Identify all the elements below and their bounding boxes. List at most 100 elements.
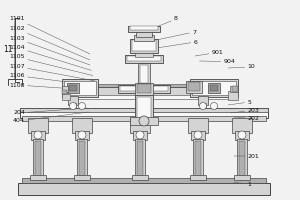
Bar (28, 118, 48, 133)
Bar (62, 86, 68, 92)
Bar (77, 139, 87, 178)
Text: 904: 904 (200, 59, 236, 64)
Text: 1101: 1101 (9, 17, 90, 54)
Bar (64, 84, 236, 87)
Text: 1102: 1102 (9, 26, 90, 60)
Bar (188, 82, 200, 91)
Bar (133, 131, 147, 140)
Bar (135, 53, 153, 57)
Text: 404: 404 (13, 112, 88, 123)
Text: 11: 11 (3, 46, 13, 54)
Bar (20, 108, 268, 118)
Bar (20, 108, 268, 112)
Bar (118, 85, 170, 93)
Bar (232, 118, 252, 133)
Bar (134, 35, 154, 41)
Bar (190, 79, 238, 97)
Bar (186, 81, 202, 93)
Bar (210, 85, 218, 91)
Circle shape (70, 102, 76, 110)
Bar (190, 175, 206, 180)
Bar (132, 40, 156, 51)
Bar (74, 175, 90, 180)
Bar (235, 131, 249, 140)
Bar (237, 139, 247, 178)
Bar (140, 65, 148, 83)
Text: 8: 8 (144, 17, 178, 32)
Text: 1: 1 (234, 182, 251, 186)
Text: 204: 204 (13, 108, 87, 116)
Circle shape (194, 131, 202, 139)
Bar (22, 178, 266, 183)
Text: 6: 6 (150, 40, 197, 49)
Bar (195, 141, 201, 176)
Text: 5: 5 (228, 99, 251, 105)
Circle shape (238, 131, 246, 139)
Bar (138, 63, 150, 85)
Bar (72, 118, 92, 133)
Bar (125, 55, 163, 63)
Bar (136, 32, 152, 37)
Bar (64, 81, 96, 95)
Bar (232, 86, 238, 92)
Bar (31, 131, 45, 140)
Bar (135, 83, 153, 95)
Bar (135, 139, 145, 178)
Bar (18, 183, 270, 195)
Bar (69, 85, 77, 91)
Bar (62, 90, 67, 94)
Bar (198, 96, 208, 105)
Bar (130, 118, 150, 133)
Bar (137, 97, 151, 119)
Text: 202: 202 (234, 116, 260, 120)
Bar (192, 81, 236, 95)
Text: 1108: 1108 (9, 83, 96, 90)
Circle shape (136, 131, 144, 139)
Bar (193, 139, 203, 178)
Text: 201: 201 (234, 154, 259, 158)
Bar (132, 175, 148, 180)
Text: 901: 901 (195, 50, 223, 56)
Bar (130, 26, 158, 30)
Bar (62, 87, 238, 97)
Circle shape (200, 102, 206, 110)
Text: 1107: 1107 (9, 64, 94, 81)
Text: 203: 203 (231, 108, 260, 113)
Bar (79, 141, 85, 176)
Bar (70, 103, 76, 107)
Circle shape (34, 131, 42, 139)
Bar (188, 118, 208, 133)
Bar (128, 26, 160, 32)
Text: 1104: 1104 (9, 45, 92, 70)
Circle shape (211, 102, 218, 110)
Bar (230, 86, 238, 92)
Circle shape (139, 116, 149, 126)
Bar (120, 86, 168, 91)
Bar (137, 141, 143, 176)
Bar (62, 79, 98, 97)
Bar (30, 175, 46, 180)
Circle shape (79, 102, 86, 110)
Bar (191, 131, 205, 140)
Bar (234, 175, 250, 180)
Text: 1103: 1103 (9, 36, 90, 65)
Bar (130, 117, 158, 125)
Bar (64, 95, 236, 99)
Bar (68, 96, 78, 105)
Bar (33, 139, 43, 178)
Bar (137, 84, 151, 93)
Bar (75, 131, 89, 140)
Text: 10: 10 (228, 64, 255, 70)
Bar (228, 91, 238, 100)
Bar (22, 116, 266, 121)
Bar (130, 39, 158, 53)
Bar (62, 94, 70, 100)
Bar (135, 95, 153, 121)
Text: 1105: 1105 (9, 54, 93, 76)
Bar (239, 141, 245, 176)
Text: 1106: 1106 (9, 73, 95, 86)
Bar (200, 103, 206, 107)
Circle shape (78, 131, 86, 139)
Bar (35, 141, 41, 176)
Bar (208, 83, 220, 93)
